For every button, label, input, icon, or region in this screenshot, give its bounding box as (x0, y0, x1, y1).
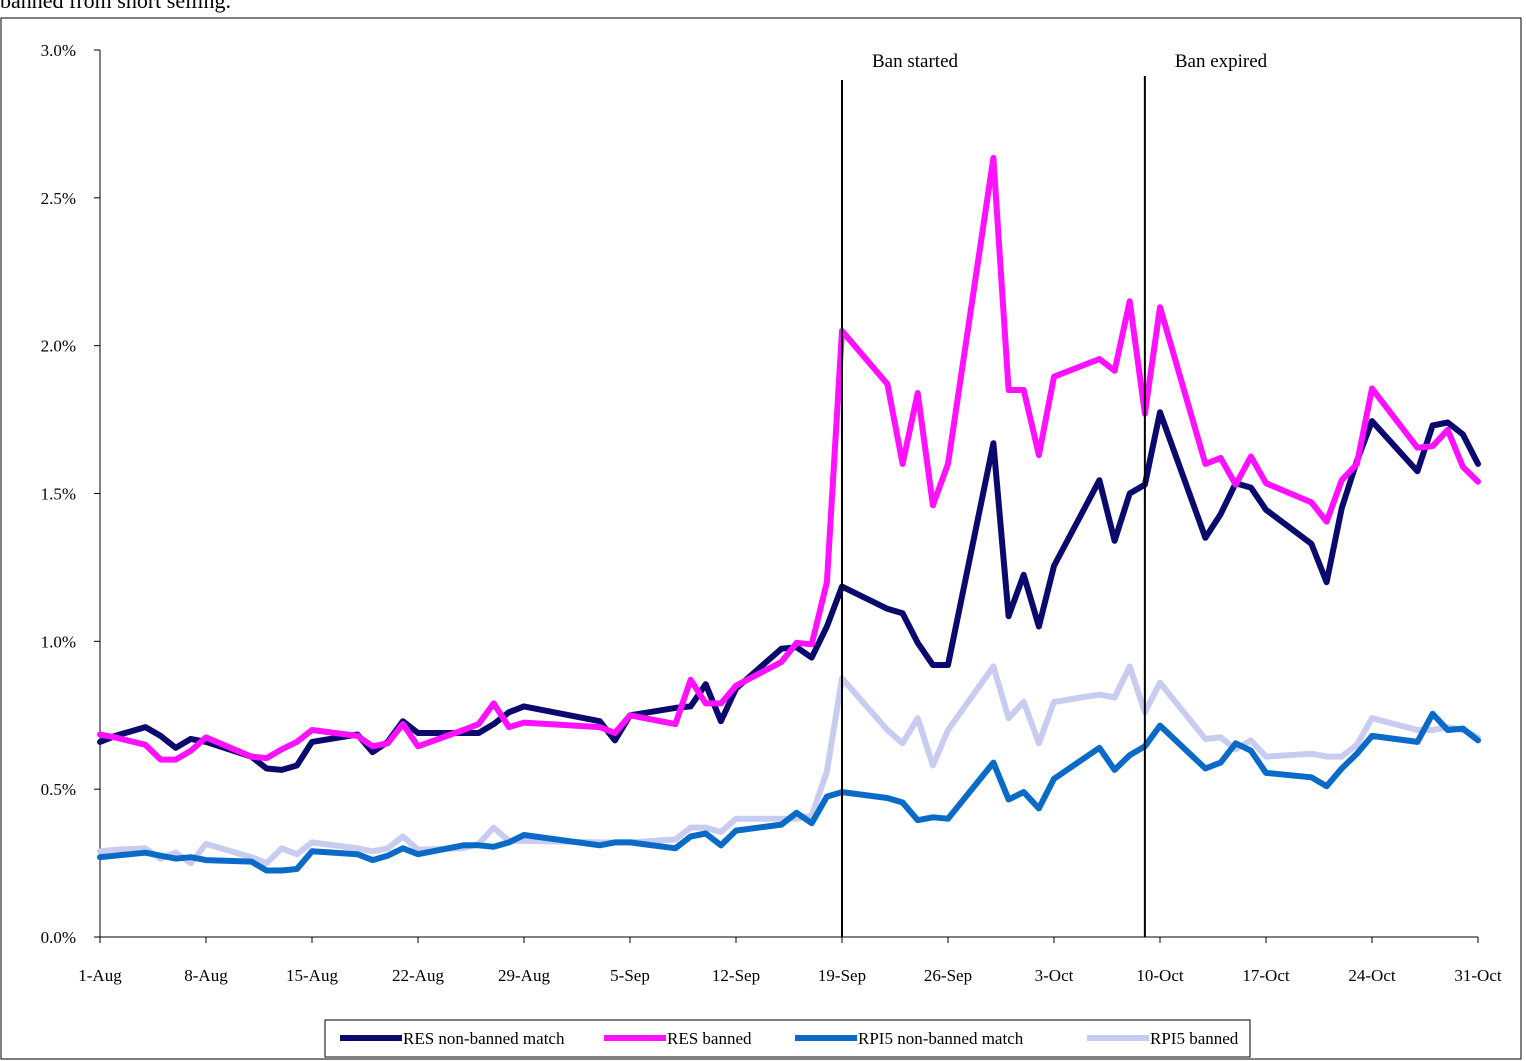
x-tick-label: 8-Aug (184, 966, 228, 985)
legend-label: RPI5 banned (1150, 1029, 1239, 1048)
y-tick-label: 0.0% (41, 928, 76, 947)
y-tick-label: 1.5% (41, 485, 76, 504)
x-tick-label: 31-Oct (1454, 966, 1501, 985)
annotations: Ban started Ban expired (841, 51, 1268, 937)
legend-label: RES banned (667, 1029, 752, 1048)
x-tick-label: 26-Sep (924, 966, 972, 985)
x-tick-label: 10-Oct (1136, 966, 1183, 985)
x-tick-label: 12-Sep (712, 966, 760, 985)
x-axis: 1-Aug 8-Aug 15-Aug 22-Aug 29-Aug 5-Sep 12-Sep 1… (78, 936, 1502, 985)
chart-frame (0, 17, 1522, 1060)
legend-label: RPI5 non-banned match (858, 1029, 1024, 1048)
x-tick-label: 22-Aug (392, 966, 444, 985)
plot-series (97, 154, 1481, 874)
y-tick-label: 1.0% (41, 632, 76, 651)
x-tick-label: 29-Aug (498, 966, 550, 985)
series-line-rpi5-banned (97, 663, 1481, 867)
series-line-res-banned (97, 154, 1481, 763)
y-tick-label: 0.5% (41, 780, 76, 799)
y-tick-label: 3.0% (41, 41, 76, 60)
x-tick-label: 1-Aug (78, 966, 122, 985)
x-tick-label: 3-Oct (1035, 966, 1074, 985)
annotation-label: Ban started (872, 51, 959, 72)
x-tick-label: 17-Oct (1242, 966, 1289, 985)
x-tick-label: 15-Aug (286, 966, 338, 985)
y-tick-label: 2.0% (41, 337, 76, 356)
caption: banned from short selling. (0, 0, 231, 13)
series-line-rpi5-non-banned-match (97, 710, 1481, 874)
x-tick-label: 24-Oct (1348, 966, 1395, 985)
series-line-res-non-banned-match (97, 409, 1481, 773)
y-tick-label: 2.5% (41, 189, 76, 208)
y-axis: 0.0% 0.5% 1.0% 1.5% 2.0% 2.5% 3.0% (41, 41, 101, 947)
x-tick-label: 5-Sep (610, 966, 650, 985)
x-tick-label: 19-Sep (818, 966, 866, 985)
legend-label: RES non-banned match (403, 1029, 565, 1048)
legend: RES non-banned match RES banned RPI5 non-b… (324, 1019, 1251, 1058)
annotation-label: Ban expired (1175, 51, 1268, 72)
